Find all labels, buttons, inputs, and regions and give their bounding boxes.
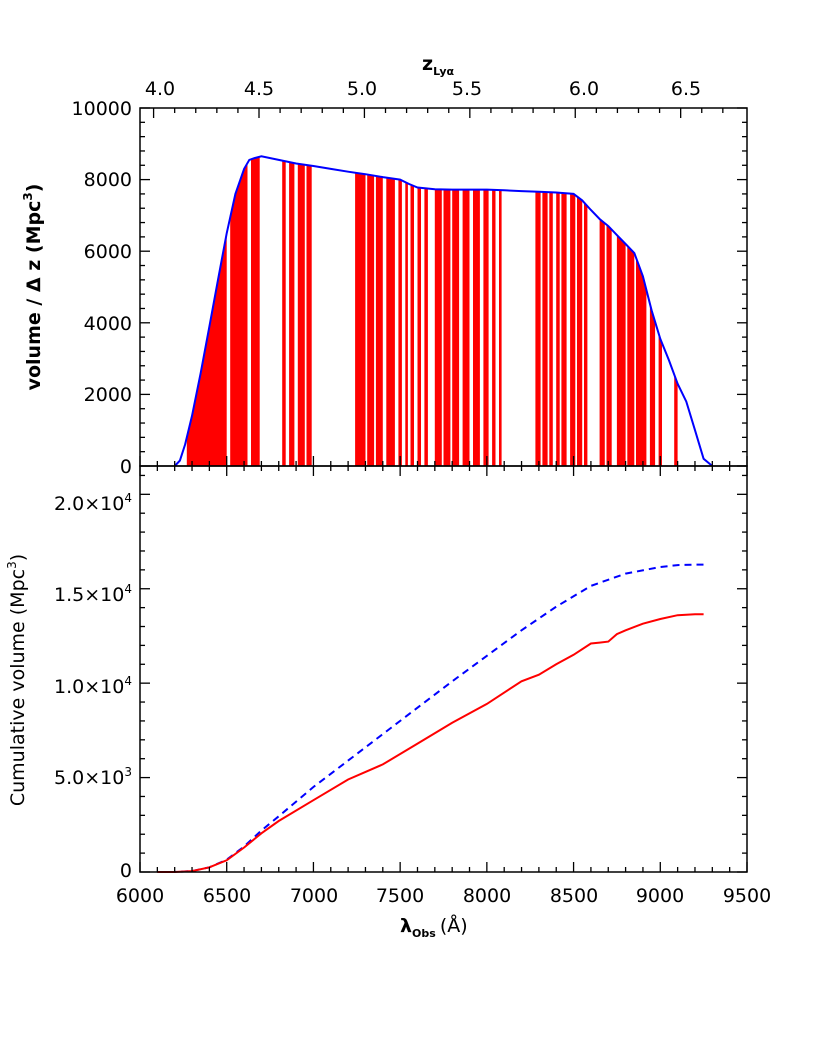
usable-band (492, 189, 496, 467)
usable-band (297, 163, 305, 466)
usable-cumulative-line (157, 613, 704, 873)
usable-band (616, 235, 626, 466)
y-tick-label: 10000 (72, 98, 132, 120)
usable-band (570, 193, 576, 466)
bottom-panel-y-ticklabels: 0 5.0×103 1.0×104 1.5×104 2.0×104 (54, 491, 132, 882)
usable-band (452, 189, 460, 466)
usable-band (405, 182, 408, 466)
usable-band (556, 192, 560, 466)
usable-band (599, 219, 605, 466)
x-tick-label: 7000 (290, 885, 338, 907)
usable-band (386, 177, 395, 466)
usable-band (627, 245, 635, 466)
top-tick-label: 4.0 (145, 78, 175, 100)
total-cumulative-line (157, 563, 704, 873)
usable-band (561, 192, 567, 466)
top-axis-ticklabels: 4.0 4.5 5.0 5.5 6.0 6.5 (145, 78, 701, 100)
x-tick-label: 6000 (116, 885, 164, 907)
y-tick-label: 4000 (84, 313, 132, 335)
x-tick-label: 6500 (203, 885, 251, 907)
usable-band (658, 333, 662, 466)
x-tick-label: 9500 (723, 885, 771, 907)
top-axis-title: zLyα (422, 53, 454, 78)
usable-band (367, 174, 375, 466)
top-tick-label: 4.5 (244, 78, 274, 100)
usable-band (282, 160, 286, 466)
bottom-axis-title: λObs (Å) (400, 914, 468, 940)
usable-band (251, 156, 260, 467)
y-tick-label: 6000 (84, 241, 132, 263)
usable-band (434, 189, 442, 467)
usable-band (535, 191, 541, 466)
usable-band (417, 187, 421, 466)
bottom-panel-frame (139, 465, 748, 873)
x-tick-label: 8000 (463, 885, 511, 907)
usable-band (306, 165, 312, 466)
usable-band (289, 162, 295, 466)
x-tick-label: 7500 (376, 885, 424, 907)
usable-band (473, 189, 480, 466)
usable-band (375, 175, 383, 466)
y-tick-label: 8000 (84, 169, 132, 191)
top-tick-label: 5.0 (347, 78, 377, 100)
usable-band (443, 189, 451, 466)
top-panel-y-ticklabels: 0 2000 4000 6000 8000 10000 (72, 98, 132, 478)
bottom-axis-ticklabels: 6000 6500 7000 7500 8000 8500 9000 9500 (116, 885, 771, 907)
tick-marks (139, 107, 748, 873)
x-tick-label: 9000 (636, 885, 684, 907)
top-panel-y-title: volume / Δ z (Mpc3) (21, 184, 45, 391)
usable-band (424, 188, 428, 466)
usable-band (542, 191, 548, 466)
usable-band (549, 192, 553, 466)
usable-band (483, 189, 489, 466)
cumulative-volume-lines (157, 563, 704, 873)
y-tick-label: 1.5×104 (54, 582, 132, 606)
y-tick-label: 5.0×103 (54, 765, 132, 789)
top-tick-label: 6.5 (671, 78, 701, 100)
usable-band (355, 172, 366, 466)
top-tick-label: 5.5 (452, 78, 482, 100)
y-tick-label: 0 (120, 860, 132, 882)
bottom-panel-y-title: Cumulative volume (Mpc3) (5, 554, 29, 806)
y-tick-label: 2000 (84, 384, 132, 406)
y-tick-label: 2.0×104 (54, 491, 132, 515)
x-tick-label: 8500 (550, 885, 598, 907)
y-tick-label: 0 (120, 456, 132, 478)
usable-band (577, 196, 583, 466)
usable-band (230, 162, 248, 466)
usable-band (462, 189, 470, 466)
top-tick-label: 6.0 (569, 78, 599, 100)
y-tick-label: 1.0×104 (54, 674, 132, 698)
usable-band (606, 224, 612, 466)
total-volume-envelope (173, 155, 713, 467)
usable-band (410, 184, 414, 466)
usable-band (649, 303, 656, 466)
usable-band (584, 202, 588, 467)
usable-band (636, 257, 647, 466)
usable-band (674, 374, 678, 466)
usable-band (398, 179, 402, 467)
usable-volume-bands (186, 156, 678, 467)
usable-band (499, 190, 502, 466)
